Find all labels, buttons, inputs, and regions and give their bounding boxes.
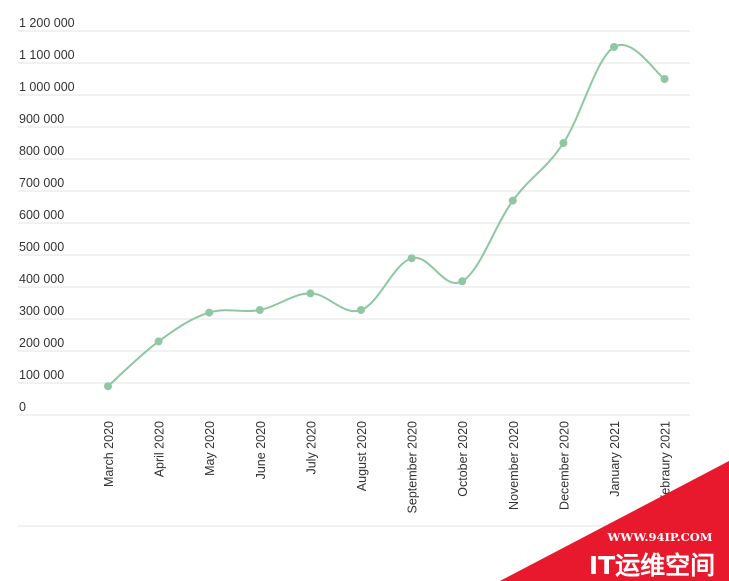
grid-lines: [18, 30, 690, 416]
y-tick-label: 1 100 000: [19, 48, 75, 62]
x-tick-label: May 2020: [203, 421, 217, 476]
y-tick-label: 200 000: [19, 336, 64, 350]
data-point[interactable]: [357, 306, 365, 315]
y-tick-label: 300 000: [19, 304, 64, 318]
watermark: WWW.94IP.COM IT运维空间: [500, 461, 729, 581]
x-tick-label: Febraury 2021: [659, 421, 673, 502]
y-tick-label: 1 200 000: [19, 16, 75, 30]
data-point[interactable]: [306, 289, 315, 298]
data-point[interactable]: [255, 306, 264, 315]
y-tick-label: 800 000: [19, 144, 64, 158]
y-tick-label: 700 000: [19, 176, 64, 190]
x-tick-label: January 2021: [608, 421, 622, 497]
data-point[interactable]: [407, 254, 416, 263]
data-point[interactable]: [458, 277, 467, 286]
data-point[interactable]: [154, 337, 163, 346]
watermark-ribbon: [500, 461, 729, 581]
data-point[interactable]: [205, 308, 214, 317]
y-tick-label: 100 000: [19, 368, 64, 382]
x-tick-label: August 2020: [355, 421, 369, 491]
x-tick-label: November 2020: [507, 421, 521, 510]
y-tick-label: 600 000: [19, 208, 64, 222]
y-tick-label: 0: [19, 400, 26, 414]
y-axis-ticks: 0 100 000 200 000 300 000 400 000 500 000 600 …: [19, 16, 75, 414]
y-tick-label: 1 000 000: [19, 80, 75, 94]
data-point[interactable]: [104, 382, 112, 391]
x-tick-label: July 2020: [304, 421, 318, 475]
x-axis-ticks: March 2020 April 2020 May 2020 June 2020 Jul…: [102, 421, 673, 513]
x-tick-label: June 2020: [254, 421, 268, 479]
x-tick-label: September 2020: [406, 421, 420, 513]
data-point[interactable]: [559, 139, 568, 147]
x-tick-label: April 2020: [153, 421, 167, 477]
series-line: [107, 43, 666, 387]
data-points: [104, 43, 669, 391]
y-tick-label: 400 000: [19, 272, 64, 286]
y-tick-label: 500 000: [19, 240, 64, 254]
data-point[interactable]: [508, 196, 517, 205]
watermark-brand: IT运维空间: [589, 551, 715, 580]
x-tick-label: October 2020: [456, 421, 470, 497]
x-tick-label: March 2020: [102, 421, 116, 487]
data-point[interactable]: [660, 75, 669, 83]
x-tick-label: December 2020: [557, 421, 571, 510]
data-point[interactable]: [610, 43, 618, 51]
watermark-url: WWW.94IP.COM: [607, 530, 713, 544]
y-tick-label: 900 000: [19, 112, 64, 126]
